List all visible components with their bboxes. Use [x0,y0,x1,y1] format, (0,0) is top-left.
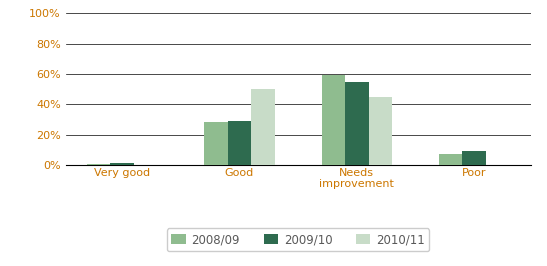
Legend: 2008/09, 2009/10, 2010/11: 2008/09, 2009/10, 2010/11 [167,228,429,251]
Bar [251,89,275,165]
Bar [204,122,228,165]
Bar [110,163,133,165]
Bar [345,81,369,165]
Bar [87,164,110,165]
Bar [369,97,392,165]
Bar [228,121,251,165]
Bar [463,151,486,165]
Bar [439,154,463,165]
Bar [322,76,345,165]
